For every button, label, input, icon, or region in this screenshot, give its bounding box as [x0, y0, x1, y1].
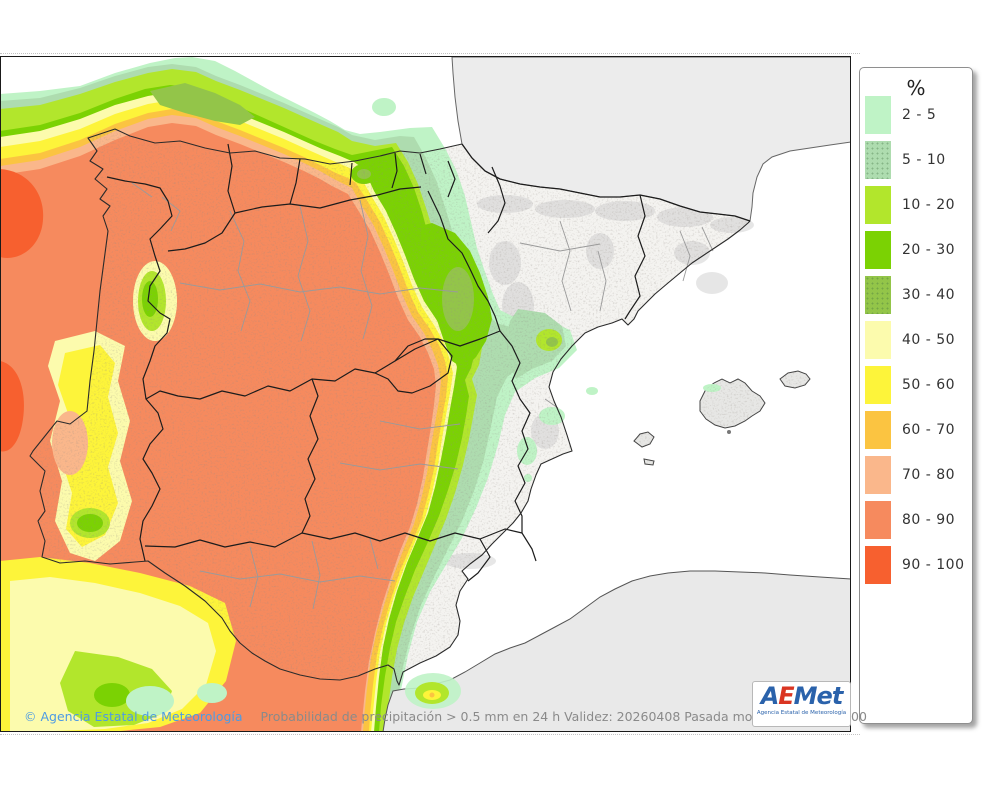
legend-label: 2 - 5 [902, 107, 937, 123]
legend-swatch [865, 366, 891, 404]
legend-title: % [906, 76, 926, 100]
coastline [29, 128, 751, 686]
legend-label: 10 - 20 [902, 197, 956, 213]
legend-row: 2 - 5 [860, 96, 972, 134]
legend-swatch [865, 456, 891, 494]
legend-swatch [865, 231, 891, 269]
legend-swatch [865, 96, 891, 134]
legend-row: 70 - 80 [860, 456, 972, 494]
legend-row: 10 - 20 [860, 186, 972, 224]
legend-label: 50 - 60 [902, 377, 956, 393]
dotted-line-top [0, 53, 860, 54]
caption-text: Probabilidad de precipitación > 0.5 mm e… [260, 709, 867, 724]
dotted-line-bottom [0, 734, 860, 735]
legend-swatch [865, 411, 891, 449]
legend-label: 60 - 70 [902, 422, 956, 438]
legend-label: 20 - 30 [902, 242, 956, 258]
aemet-logo: AEMet Agencia Estatal de Meteorología [752, 681, 851, 727]
legend-label: 90 - 100 [902, 557, 965, 573]
legend-swatch [865, 141, 891, 179]
map-canvas [0, 56, 851, 732]
aemet-logo-subtitle: Agencia Estatal de Meteorología [756, 709, 847, 716]
legend-row: 30 - 40 [860, 276, 972, 314]
legend-label: 5 - 10 [902, 152, 946, 168]
legend-row: 40 - 50 [860, 321, 972, 359]
legend-swatch [865, 546, 891, 584]
precipitation-probability-map [0, 56, 851, 732]
legend-swatch [865, 321, 891, 359]
map-caption: © Agencia Estatal de Meteorología Probab… [24, 709, 867, 724]
legend-label: 70 - 80 [902, 467, 956, 483]
legend-label: 30 - 40 [902, 287, 956, 303]
legend-label: 40 - 50 [902, 332, 956, 348]
legend-row: 20 - 30 [860, 231, 972, 269]
legend-swatch [865, 276, 891, 314]
aemet-logo-text: AEMet [760, 682, 844, 710]
legend-swatch [865, 186, 891, 224]
copyright-text: © Agencia Estatal de Meteorología [24, 709, 243, 724]
legend-swatch [865, 501, 891, 539]
legend-label: 80 - 90 [902, 512, 956, 528]
spain-france-border [461, 143, 751, 222]
alboran-precip-spot [405, 673, 461, 709]
legend-row: 50 - 60 [860, 366, 972, 404]
legend-row: 5 - 10 [860, 141, 972, 179]
region-borders [106, 143, 646, 582]
province-borders [131, 182, 714, 610]
legend-row: 90 - 100 [860, 546, 972, 584]
legend-row: 80 - 90 [860, 501, 972, 539]
legend-row: 60 - 70 [860, 411, 972, 449]
legend-panel: % 2 - 5 5 - 10 10 - 20 20 - 30 30 - 40 4… [859, 67, 973, 724]
